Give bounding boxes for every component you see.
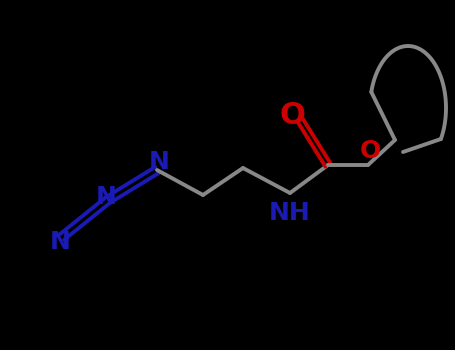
Text: N: N	[50, 230, 71, 254]
Text: NH: NH	[269, 201, 311, 225]
Text: N: N	[96, 185, 116, 209]
Text: O: O	[359, 139, 381, 163]
Text: N: N	[149, 150, 169, 174]
Text: O: O	[279, 100, 305, 130]
